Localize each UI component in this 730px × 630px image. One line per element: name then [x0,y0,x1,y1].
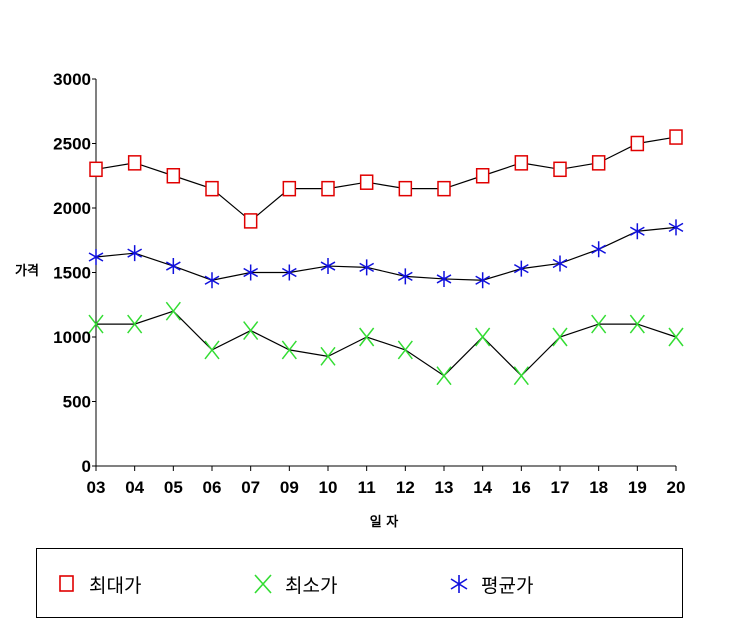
data-point-asterisk [668,219,684,236]
data-point-x [397,340,413,360]
asterisk-marker-icon [450,575,468,593]
x-tick-label: 17 [551,478,570,497]
series-2 [88,219,684,289]
data-point-asterisk [552,255,568,272]
legend-label-max: 최대가 [89,574,142,597]
data-point-asterisk [591,241,607,258]
x-tick-label: 19 [628,478,647,497]
data-point-asterisk [281,264,297,281]
x-marker-icon [254,574,272,594]
legend-label-avg: 평균가 [481,574,534,597]
data-point-x [629,314,645,334]
y-axis-title: 가격 [15,264,39,279]
y-tick-label: 1500 [53,264,91,283]
data-point-x [127,314,143,334]
axes: 0 500 1000 1500 2000 2500 3000 03 04 05 06 07 09 10 11… [53,70,685,497]
y-tick-label: 500 [63,393,91,412]
data-point-square [127,155,142,171]
x-tick-label: 03 [87,478,106,497]
data-point-asterisk [513,260,529,277]
data-point-x [513,366,529,386]
series-line [95,226,677,281]
data-point-asterisk [165,258,181,275]
data-point-x [165,301,181,321]
data-point-x [243,321,259,341]
data-point-square [166,168,181,184]
line-chart: 0 500 1000 1500 2000 2500 3000 03 04 05 06 07 09 10 11… [15,70,685,530]
x-tick-label: 20 [667,478,686,497]
data-point-square [437,180,451,197]
y-tick-label: 2000 [53,199,91,218]
data-point-square [591,155,606,171]
data-point-asterisk [397,268,413,285]
legend-label-min: 최소가 [285,574,338,597]
data-point-x [204,340,220,360]
y-tick-label: 1000 [53,328,91,347]
data-point-square [243,213,258,229]
data-point-asterisk [320,258,336,275]
x-tick-label: 07 [241,478,260,497]
data-point-asterisk [127,245,143,262]
data-point-square [359,174,374,190]
data-point-square [553,161,567,178]
x-axis-title: 일 자 [370,515,398,530]
data-point-x [320,346,336,366]
data-point-asterisk [436,270,452,287]
data-point-square [398,180,413,197]
data-point-asterisk [243,264,259,281]
data-point-x [436,366,452,386]
data-point-x [668,327,684,347]
data-point-x [88,314,104,334]
data-point-asterisk [359,259,375,276]
data-point-asterisk [475,272,491,289]
legend-item-avg: 평균가 [447,569,533,599]
data-point-x [591,314,607,334]
data-point-square [630,135,645,152]
legend-item-max: 최대가 [55,569,141,599]
x-tick-label: 09 [280,478,299,497]
data-point-square [475,168,490,184]
data-point-x [552,327,568,347]
y-tick-label: 3000 [53,70,91,89]
data-point-square [89,161,103,178]
series-0 [89,129,683,229]
series-layer [88,129,684,386]
legend: 최대가 최소가 평균가 [36,548,683,618]
x-tick-label: 16 [512,478,531,497]
data-point-square [514,155,529,171]
data-point-square [321,180,335,197]
data-point-asterisk [629,223,645,240]
series-line [96,310,677,377]
x-tick-label: 12 [396,478,415,497]
data-point-x [475,327,491,347]
data-point-square [205,180,219,197]
data-point-asterisk [204,272,220,289]
data-point-x [359,327,375,347]
x-tick-label: 11 [358,478,376,497]
y-tick-label: 2500 [53,135,91,154]
data-point-square [282,180,297,197]
series-1 [88,301,684,386]
square-marker-icon [59,575,74,592]
legend-item-min: 최소가 [251,569,337,599]
x-tick-label: 10 [319,478,338,497]
series-line [95,136,677,222]
x-tick-label: 14 [473,478,492,497]
x-tick-label: 06 [203,478,222,497]
y-tick-label: 0 [82,457,91,476]
x-tick-label: 04 [125,478,144,497]
data-point-x [281,340,297,360]
x-tick-label: 05 [164,478,183,497]
data-point-square [669,129,683,145]
data-point-asterisk [88,249,104,266]
x-tick-label: 13 [435,478,454,497]
x-tick-label: 18 [589,478,608,497]
